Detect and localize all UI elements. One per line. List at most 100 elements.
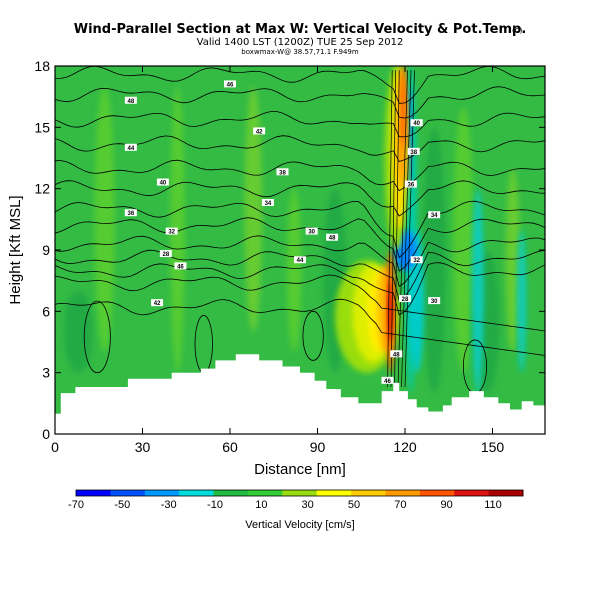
theta-contour [55,66,545,104]
terrain [55,354,545,434]
y-tick-label: 12 [34,181,50,197]
theta-contour [302,310,324,361]
theta-label-text: 40 [160,181,167,187]
colorbar-frame [75,489,524,497]
colorbar-tick-label: 70 [394,499,406,511]
x-tick-label: 150 [481,439,505,455]
colorbar-ticks: -70 -50 -30 -10 10 30 50 70 90 110 [68,499,502,511]
y-tick-label: 3 [42,365,50,381]
velocity-cell [286,188,302,353]
theta-contour [55,262,545,316]
x-tick-label: 30 [135,439,151,455]
chart-subtitle: Valid 1400 LST (1200Z) TUE 25 Sep 2012 [197,37,404,48]
theta-contours [55,66,545,394]
theta-label: 40 [410,119,423,127]
colorbar-swatch [419,490,455,496]
colorbar-swatch [110,490,146,496]
theta-label: 42 [151,299,164,307]
theta-label-text: 32 [413,258,420,264]
theta-label: 46 [224,80,236,88]
chart-title: Wind-Parallel Section at Max W: Vertical… [74,22,527,37]
colorbar-tick-label: 50 [348,499,360,511]
chart-subtitle-small: boxwmax-W@ 38.57,71.1 F.949m [241,48,359,56]
colorbar [75,489,524,497]
subtitle-valid: Valid 1400 LST (1200Z) TUE 25 Sep 2012 [197,37,404,48]
theta-contour [394,70,400,388]
theta-contour [387,70,393,388]
colorbar-swatch [488,490,524,496]
colorbar-tick-label: -70 [68,499,84,511]
y-tick-label: 15 [34,119,50,135]
x-tick-label: 0 [51,439,59,455]
y-tick-label: 9 [42,242,50,258]
y-tick-label: 6 [42,303,50,319]
colorbar-swatch [76,490,111,496]
theta-contour [390,70,397,388]
theta-label-text: 40 [413,121,420,127]
colorbar-tick-label: 10 [255,499,267,511]
velocity-cell [517,229,527,373]
theta-label-text: 28 [162,252,169,258]
colorbar-swatch [316,490,352,496]
velocity-cell [422,127,446,394]
theta-label: 28 [399,295,411,303]
velocity-cell [94,86,115,353]
colorbar-tick-label: 110 [484,499,502,511]
chart-title-mark: (C) [512,27,523,35]
theta-contour [55,180,545,217]
velocity-cell [63,290,93,373]
theta-contour [55,217,545,272]
theta-label: 34 [261,198,274,207]
theta-contour [55,235,545,287]
velocity-cell [472,188,484,394]
x-tick-label: 90 [310,439,326,455]
x-axis-ticks: 0 30 60 90 120 150 [51,66,504,455]
theta-label: 30 [428,297,441,305]
theta-contour [55,111,545,138]
theta-label-text: 48 [393,352,400,358]
theta-label: 30 [305,227,318,236]
colorbar-swatch [144,490,180,496]
theta-label-text: 36 [127,211,134,217]
velocity-cell [505,168,521,353]
colorbar-swatch [385,490,421,496]
theta-label-text: 46 [177,264,184,270]
theta-label-text: 32 [168,230,175,236]
theta-contour [55,159,545,192]
colorbar-swatch [213,490,249,496]
plot-area: 48 46 44 42 40 38 36 34 32 30 28 48 46 44 42 40 38 36 34 32… [55,66,545,434]
theta-label: 46 [381,376,394,385]
theta-label-text: 28 [402,297,409,303]
theta-label: 32 [165,227,178,236]
theta-contour-labels: 48 46 44 42 40 38 36 34 32 30 28 48 46 44 42 40 38 36 34 32… [124,80,441,385]
x-axis-label: Distance [nm] [254,461,346,478]
colorbar-swatch [247,490,283,496]
theta-contour [397,70,408,388]
theta-label: 36 [404,180,417,189]
y-tick-label: 0 [42,426,50,442]
theta-label-text: 42 [154,301,161,307]
theta-label-text: 34 [265,201,272,207]
colorbar-swatch [351,490,386,496]
theta-label: 48 [390,350,403,358]
theta-label-text: 34 [431,213,438,219]
velocity-cell [388,280,393,343]
colorbar-tick-label: 90 [441,499,453,511]
theta-label-text: 42 [256,129,263,135]
theta-label-text: 46 [227,82,234,88]
theta-label-text: 30 [431,299,438,305]
theta-contour [55,86,545,119]
theta-label: 46 [174,262,187,270]
colorbar-tick-label: -50 [114,499,130,511]
velocity-cell [244,86,263,332]
colorbar-tick-label: -30 [161,499,177,511]
theta-contour [55,298,545,356]
velocity-cell [401,66,406,148]
y-tick-label: 18 [34,58,50,74]
theta-label-text: 30 [308,230,315,236]
theta-label-text: 44 [297,258,304,264]
theta-label: 44 [294,256,306,264]
theta-label-text: 38 [279,170,286,176]
theta-label: 34 [428,211,441,219]
